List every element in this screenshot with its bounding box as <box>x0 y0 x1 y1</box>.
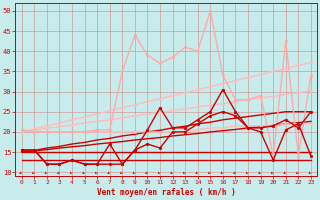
X-axis label: Vent moyen/en rafales ( km/h ): Vent moyen/en rafales ( km/h ) <box>97 188 236 197</box>
